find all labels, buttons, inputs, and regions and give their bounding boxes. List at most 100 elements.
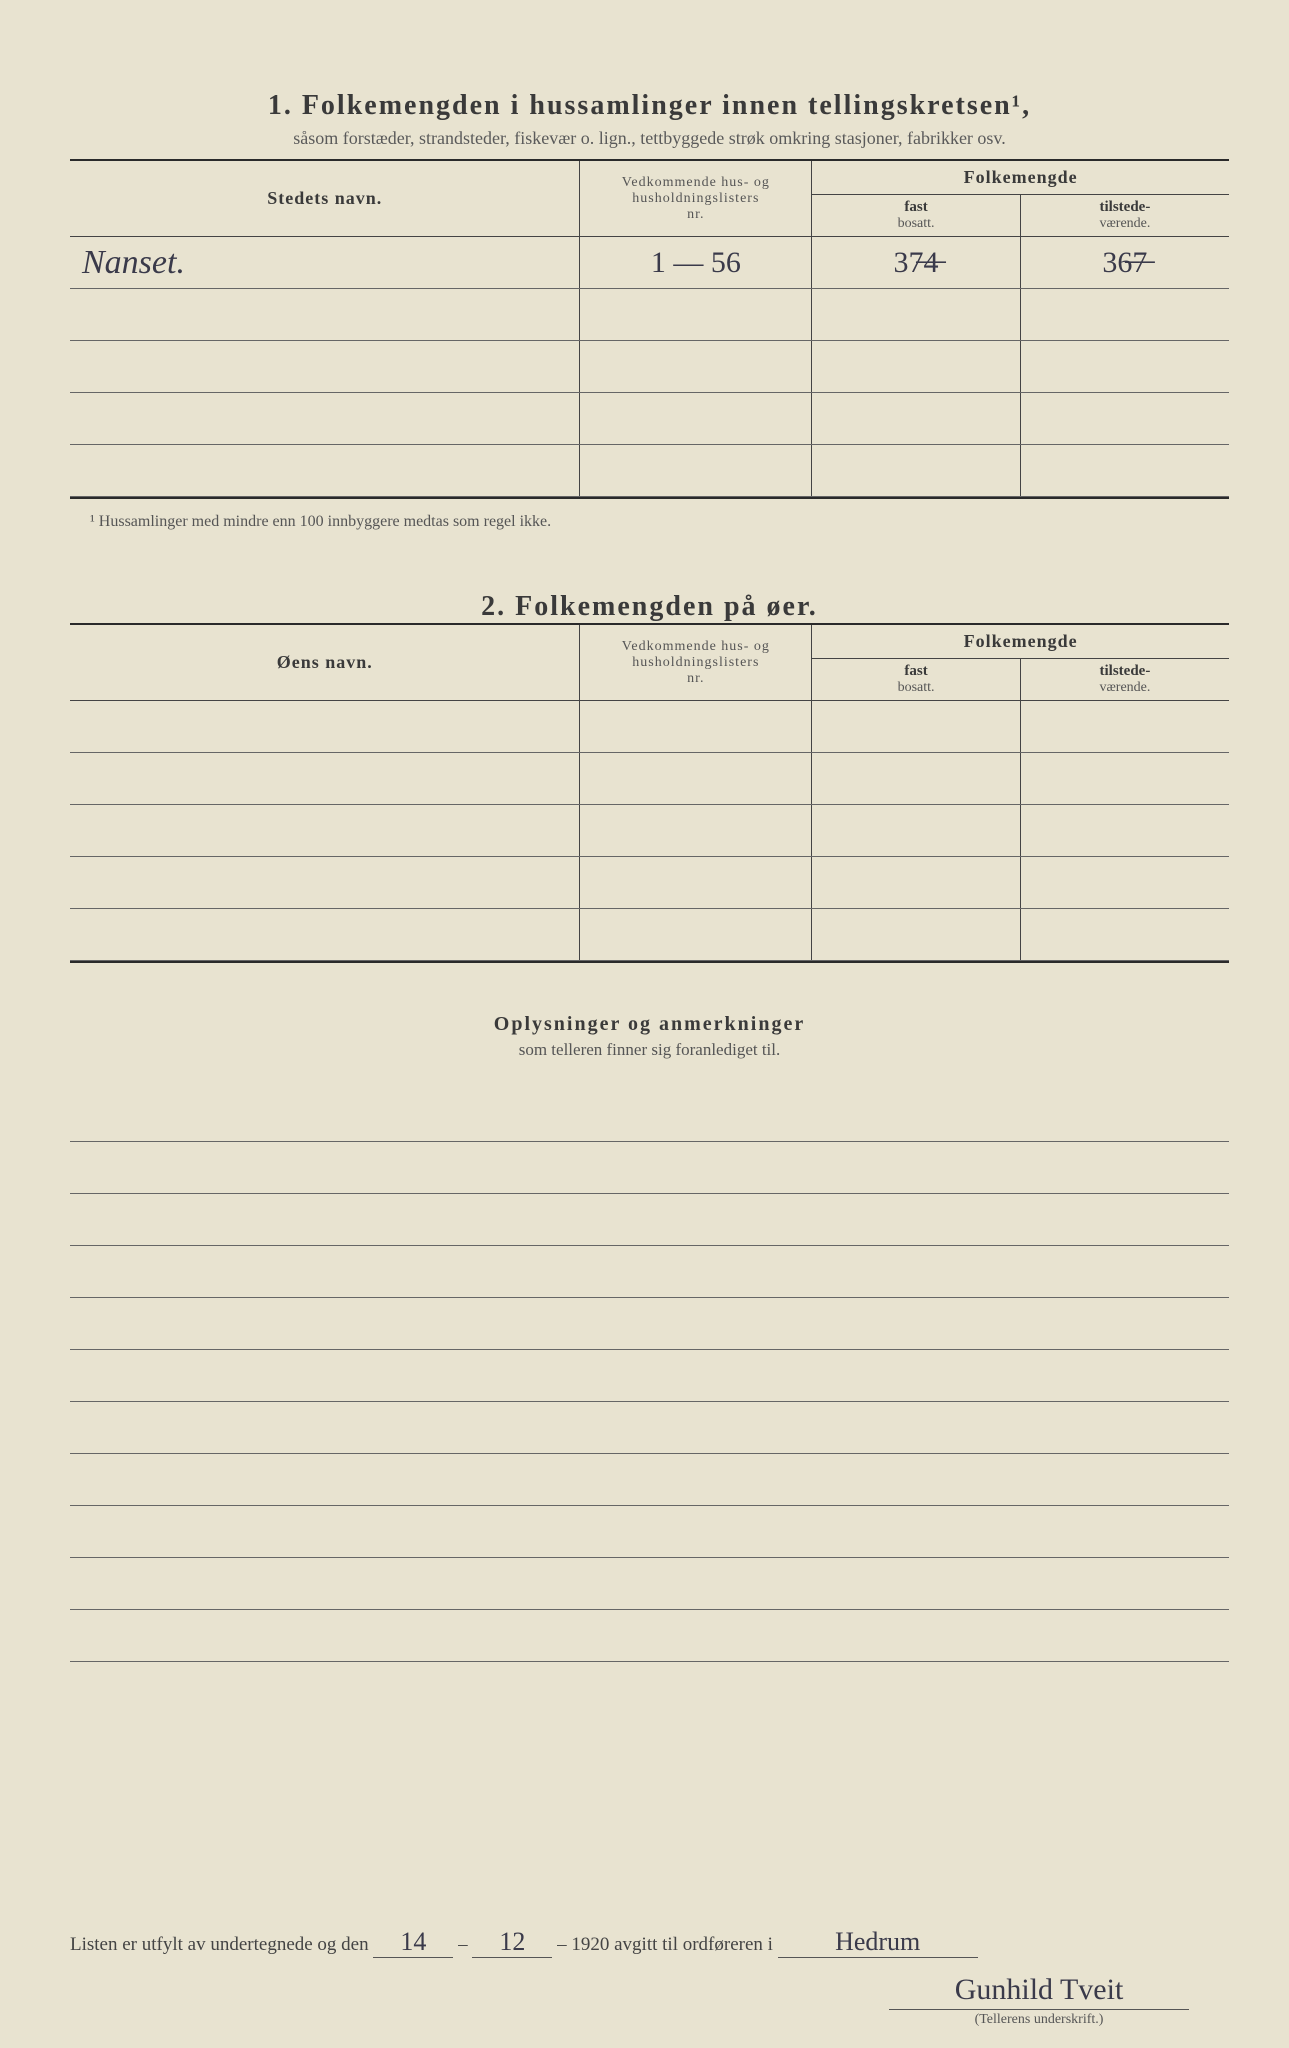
handwritten-value: 36̶7̶ bbox=[1102, 246, 1147, 279]
table-row bbox=[70, 753, 1229, 805]
footer-sep2: – bbox=[557, 1934, 567, 1955]
table-row bbox=[70, 393, 1229, 445]
fast-l2: bosatt. bbox=[816, 216, 1016, 232]
col-header-nr: Vedkommende hus- og husholdningslisters … bbox=[580, 161, 812, 237]
footer-place: Hedrum bbox=[778, 1927, 978, 1958]
note-line bbox=[70, 1298, 1229, 1350]
table-row bbox=[70, 805, 1229, 857]
til-l2: værende. bbox=[1025, 216, 1225, 232]
section2-title: 2. Folkemengden på øer. bbox=[70, 591, 1229, 623]
footer-statement: Listen er utfylt av undertegnede og den … bbox=[70, 1927, 1229, 1958]
note-line bbox=[70, 1558, 1229, 1610]
signature: Gunhild Tveit bbox=[889, 1973, 1189, 2010]
cell-fast bbox=[812, 341, 1021, 393]
til-l1: tilstede- bbox=[1100, 199, 1151, 215]
cell-nr: 1 — 56 bbox=[580, 237, 812, 289]
table-row bbox=[70, 445, 1229, 497]
c2-fast-l2: bosatt. bbox=[816, 680, 1016, 696]
table-row: Nanset. 1 — 56 37̶4̶ 36̶7̶ bbox=[70, 237, 1229, 289]
cell-fast bbox=[812, 701, 1021, 753]
table-row bbox=[70, 341, 1229, 393]
section1-title: 1. Folkemengden i hussamlinger innen tel… bbox=[70, 90, 1229, 122]
footer-year: 1920 bbox=[571, 1934, 609, 1955]
cell-name: Nanset. bbox=[70, 237, 580, 289]
cell-nr bbox=[580, 289, 812, 341]
note-line bbox=[70, 1142, 1229, 1194]
table-hussamlinger: Stedets navn. Vedkommende hus- og hushol… bbox=[70, 161, 1229, 497]
table-oer: Øens navn. Vedkommende hus- og husholdni… bbox=[70, 625, 1229, 961]
cell-name bbox=[70, 393, 580, 445]
cell-name bbox=[70, 445, 580, 497]
divider bbox=[70, 961, 1229, 963]
note-line bbox=[70, 1246, 1229, 1298]
col-header-fast: fast bosatt. bbox=[812, 195, 1021, 237]
c2-nr-l3: nr. bbox=[584, 671, 807, 687]
cell-name bbox=[70, 341, 580, 393]
col2-header-fast: fast bosatt. bbox=[812, 659, 1021, 701]
col-nr-l1: Vedkommende hus- og bbox=[584, 175, 807, 191]
cell-til bbox=[1020, 701, 1229, 753]
cell-nr bbox=[580, 909, 812, 961]
notes-subtitle: som telleren finner sig foranlediget til… bbox=[70, 1040, 1229, 1060]
note-line bbox=[70, 1402, 1229, 1454]
footer-day: 14 bbox=[373, 1927, 453, 1958]
cell-fast bbox=[812, 753, 1021, 805]
footer-sep: – bbox=[458, 1934, 468, 1955]
handwritten-value: 1 — 56 bbox=[651, 246, 741, 279]
signature-block: Gunhild Tveit (Tellerens underskrift.) bbox=[889, 1973, 1189, 2028]
cell-til bbox=[1020, 393, 1229, 445]
cell-til bbox=[1020, 289, 1229, 341]
section2-number: 2. bbox=[481, 591, 506, 622]
col-header-folk: Folkemengde bbox=[812, 161, 1229, 195]
c2-nr-l2: husholdningslisters bbox=[584, 655, 807, 671]
cell-name bbox=[70, 289, 580, 341]
cell-til bbox=[1020, 805, 1229, 857]
col-nr-l3: nr. bbox=[584, 207, 807, 223]
cell-fast bbox=[812, 289, 1021, 341]
cell-fast bbox=[812, 909, 1021, 961]
footer-month: 12 bbox=[472, 1927, 552, 1958]
cell-til bbox=[1020, 341, 1229, 393]
c2-fast-l1: fast bbox=[904, 663, 927, 679]
cell-nr bbox=[580, 857, 812, 909]
table-row bbox=[70, 857, 1229, 909]
fast-l1: fast bbox=[904, 199, 927, 215]
notes-lines-area bbox=[70, 1090, 1229, 1662]
cell-fast: 37̶4̶ bbox=[812, 237, 1021, 289]
cell-til bbox=[1020, 445, 1229, 497]
c2-til-l2: værende. bbox=[1025, 680, 1225, 696]
note-line bbox=[70, 1350, 1229, 1402]
cell-name bbox=[70, 909, 580, 961]
cell-til: 36̶7̶ bbox=[1020, 237, 1229, 289]
note-line bbox=[70, 1610, 1229, 1662]
signature-label: (Tellerens underskrift.) bbox=[889, 2012, 1189, 2028]
footer-mid: avgitt til ordføreren i bbox=[614, 1934, 773, 1955]
col-header-tilstede: tilstede- værende. bbox=[1020, 195, 1229, 237]
section1-heading: Folkemengden i hussamlinger innen tellin… bbox=[302, 90, 1031, 121]
cell-nr bbox=[580, 341, 812, 393]
cell-name bbox=[70, 701, 580, 753]
cell-til bbox=[1020, 909, 1229, 961]
note-line bbox=[70, 1194, 1229, 1246]
cell-nr bbox=[580, 445, 812, 497]
table-row bbox=[70, 701, 1229, 753]
cell-name bbox=[70, 805, 580, 857]
cell-til bbox=[1020, 857, 1229, 909]
table-row bbox=[70, 909, 1229, 961]
cell-nr bbox=[580, 805, 812, 857]
handwritten-value: 37̶4̶ bbox=[894, 246, 939, 279]
section1-subtitle: såsom forstæder, strandsteder, fiskevær … bbox=[70, 128, 1229, 149]
notes-title: Oplysninger og anmerkninger bbox=[70, 1013, 1229, 1036]
cell-til bbox=[1020, 753, 1229, 805]
census-form-page: 1. Folkemengden i hussamlinger innen tel… bbox=[70, 90, 1229, 2048]
section1-number: 1. bbox=[268, 90, 293, 121]
col2-header-name: Øens navn. bbox=[70, 625, 580, 701]
note-line bbox=[70, 1454, 1229, 1506]
col2-header-tilstede: tilstede- værende. bbox=[1020, 659, 1229, 701]
handwritten-value: Nanset. bbox=[82, 244, 185, 281]
cell-name bbox=[70, 857, 580, 909]
cell-name bbox=[70, 753, 580, 805]
c2-nr-l1: Vedkommende hus- og bbox=[584, 639, 807, 655]
cell-nr bbox=[580, 753, 812, 805]
col2-header-nr: Vedkommende hus- og husholdningslisters … bbox=[580, 625, 812, 701]
